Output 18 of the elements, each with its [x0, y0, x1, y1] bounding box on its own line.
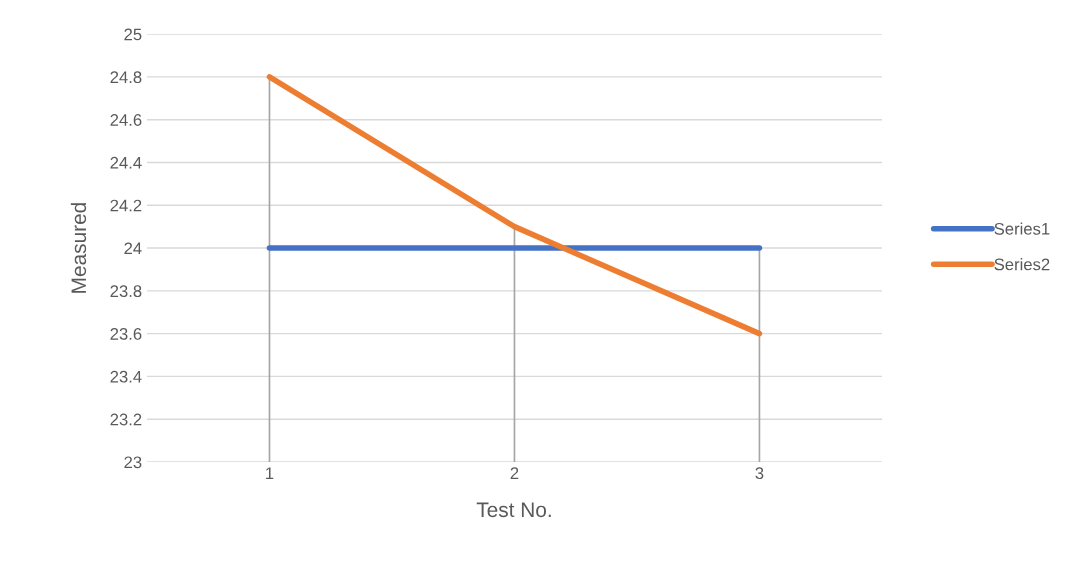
x-tick-label: 3 — [755, 467, 764, 480]
x-axis-title: Test No. — [476, 502, 551, 518]
y-tick-label: 23 — [124, 456, 142, 469]
y-axis-title: Measured — [70, 203, 87, 293]
legend-label: Series1 — [994, 222, 1050, 235]
y-tick-label: 24.2 — [110, 199, 142, 212]
y-tick-label: 24.6 — [110, 114, 142, 126]
y-tick-label: 25 — [124, 28, 142, 41]
x-tick-label: 1 — [266, 467, 274, 479]
y-tick-label: 23.8 — [110, 285, 142, 298]
y-tick-label: 23.6 — [110, 328, 142, 340]
y-tick-label: 23.4 — [110, 370, 142, 383]
y-tick-label: 24 — [124, 242, 142, 255]
x-tick-label: 2 — [510, 467, 519, 479]
y-tick-label: 24.8 — [110, 71, 142, 84]
y-tick-label: 24.4 — [110, 156, 142, 169]
y-tick-label: 23.2 — [110, 413, 142, 426]
legend-label: Series2 — [994, 258, 1050, 271]
